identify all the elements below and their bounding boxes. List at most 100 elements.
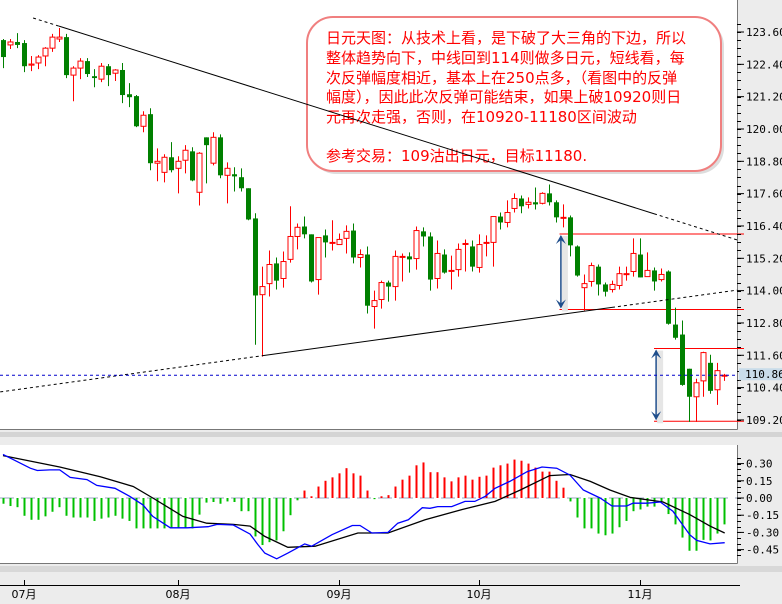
candle-body bbox=[106, 66, 111, 76]
candle-down bbox=[134, 95, 139, 128]
candle-up bbox=[336, 233, 343, 246]
candle-down bbox=[638, 238, 643, 278]
candle-up bbox=[161, 154, 168, 183]
candle-down bbox=[106, 64, 111, 87]
candle-body bbox=[644, 269, 651, 278]
candle-up bbox=[287, 206, 294, 263]
candle-up bbox=[175, 156, 182, 194]
candle-body bbox=[630, 252, 637, 272]
time-tick-label: 10月 bbox=[467, 588, 492, 601]
candle-body bbox=[266, 263, 273, 285]
candle-body bbox=[232, 174, 237, 177]
candle-body bbox=[64, 37, 69, 76]
candle-down bbox=[498, 212, 503, 230]
candle-up bbox=[98, 62, 105, 83]
candle-body bbox=[714, 370, 721, 391]
candle-body bbox=[511, 197, 518, 209]
candle-body bbox=[154, 160, 161, 164]
candle-down bbox=[246, 188, 251, 221]
candle-down bbox=[323, 229, 328, 258]
candle-up bbox=[329, 220, 336, 251]
candle-up bbox=[588, 262, 595, 287]
candle-up bbox=[196, 152, 203, 206]
candle-body bbox=[218, 137, 223, 176]
time-tick-label: 07月 bbox=[12, 588, 37, 601]
candle-up bbox=[623, 266, 630, 281]
time-axis: 07月 08月 09月 10月 11月 bbox=[12, 580, 653, 601]
candle-body bbox=[462, 242, 469, 245]
candle-up bbox=[714, 362, 721, 405]
trendline-dashed bbox=[0, 355, 263, 393]
candle-body bbox=[588, 265, 595, 282]
candle-body bbox=[575, 246, 580, 276]
range-arrows bbox=[555, 235, 664, 424]
candle-body bbox=[490, 216, 497, 243]
candle-body bbox=[112, 69, 119, 74]
candle-up bbox=[280, 251, 287, 288]
candle-up bbox=[182, 145, 189, 174]
arrow-head-down bbox=[555, 299, 566, 309]
candle-body bbox=[547, 193, 552, 203]
candle-up bbox=[266, 250, 273, 297]
candle-body bbox=[351, 230, 356, 258]
candle-body bbox=[623, 273, 630, 276]
candle-body bbox=[28, 63, 35, 66]
price-tick-label: 116.40 bbox=[746, 220, 782, 233]
candle-up bbox=[490, 216, 497, 267]
candle-body bbox=[603, 284, 608, 292]
candle-down bbox=[470, 240, 475, 272]
candle-up bbox=[644, 252, 651, 278]
price-tick-label: 115.20 bbox=[746, 252, 782, 265]
candle-up bbox=[560, 204, 567, 228]
candle-body bbox=[554, 202, 559, 218]
candle-body bbox=[421, 231, 426, 237]
candle-body bbox=[210, 136, 217, 164]
candle-body bbox=[253, 218, 258, 296]
candle-up bbox=[616, 266, 623, 290]
candle-body bbox=[652, 270, 657, 282]
candle-down bbox=[596, 264, 601, 296]
candle-up bbox=[357, 249, 364, 268]
candle-body bbox=[666, 271, 671, 324]
candle-down bbox=[148, 108, 153, 171]
candle-body bbox=[470, 246, 475, 267]
candle-up bbox=[35, 55, 42, 70]
candle-body bbox=[392, 255, 399, 288]
candle-body bbox=[386, 282, 391, 287]
trendline-dashed bbox=[653, 213, 738, 241]
candle-body bbox=[98, 65, 105, 80]
arrow-head-up bbox=[555, 235, 566, 245]
macd-tick-label: 0.00 bbox=[746, 492, 773, 505]
candle-body bbox=[315, 237, 322, 281]
candle-body bbox=[246, 188, 251, 220]
candle-body bbox=[120, 69, 125, 96]
price-tick-label: 111.60 bbox=[746, 349, 782, 362]
candle-body bbox=[175, 160, 182, 169]
candle-down bbox=[386, 280, 391, 302]
price-tick-label: 118.80 bbox=[746, 155, 782, 168]
candle-body bbox=[22, 43, 27, 67]
candle-body bbox=[399, 255, 406, 258]
price-tick-label: 120.00 bbox=[746, 123, 782, 136]
candle-body bbox=[428, 236, 433, 280]
candle-up bbox=[609, 280, 616, 293]
annotation-line: 整体趋势向下，中线回到114则做多日元，短线看，每 bbox=[326, 49, 685, 67]
candle-down bbox=[407, 252, 412, 273]
candle-up bbox=[371, 290, 378, 329]
candle-down bbox=[547, 184, 552, 206]
candle-down bbox=[232, 167, 237, 192]
candle-body bbox=[134, 96, 139, 127]
candle-body bbox=[259, 286, 266, 296]
panel-separator[interactable] bbox=[0, 432, 782, 437]
scrollbar-track[interactable] bbox=[0, 566, 782, 572]
candle-body bbox=[596, 266, 601, 285]
candle-body bbox=[127, 94, 132, 98]
candle-down bbox=[568, 215, 573, 257]
macd-tick-label: -0.30 bbox=[746, 526, 779, 539]
candle-up bbox=[483, 235, 490, 257]
price-levels bbox=[559, 233, 744, 422]
annotation-line: 次反弹幅度相近，基本上在250点多，（看图中的反弹 bbox=[326, 69, 677, 87]
candle-body bbox=[568, 217, 573, 246]
candle-body bbox=[693, 382, 700, 398]
